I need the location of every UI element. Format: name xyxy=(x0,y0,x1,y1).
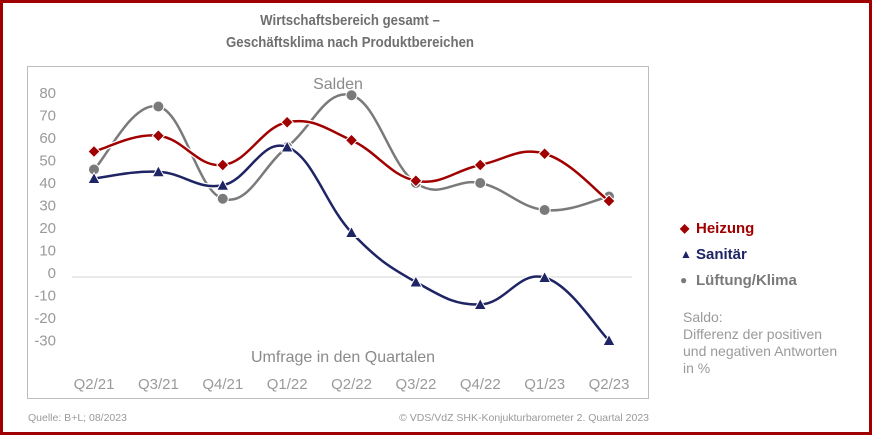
circle-marker-icon: ● xyxy=(680,273,688,287)
legend-item-sanitaer: ▲ Sanitär xyxy=(680,241,797,267)
y-tick-label: 10 xyxy=(39,243,56,260)
y-axis-ticks: 80 70 60 50 40 30 20 10 0 -10 -20 -30 xyxy=(34,85,56,350)
legend-label: Sanitär xyxy=(696,245,747,263)
data-point-triangle xyxy=(409,274,423,288)
x-tick-label: Q2/22 xyxy=(331,376,372,393)
data-point-diamond xyxy=(280,115,294,129)
series-line xyxy=(93,144,610,342)
data-point-diamond xyxy=(87,144,101,159)
legend: ◆ Heizung ▲ Sanitär ● Lüftung/Klima xyxy=(680,215,797,293)
data-point-triangle xyxy=(280,139,294,153)
y-tick-label: 40 xyxy=(39,175,56,192)
data-point-diamond xyxy=(409,174,423,188)
data-point-triangle xyxy=(537,270,552,283)
series-line xyxy=(93,93,610,212)
x-tick-label: Q3/21 xyxy=(138,376,179,393)
y-tick-label: 50 xyxy=(39,153,56,170)
diamond-marker-icon: ◆ xyxy=(680,221,690,235)
saldo-note: Saldo: Differenz der positiven und negat… xyxy=(683,309,863,377)
data-point-triangle xyxy=(473,297,488,310)
data-point-diamond xyxy=(602,194,616,208)
data-point-diamond xyxy=(151,129,166,143)
y-tick-label: -20 xyxy=(34,310,56,327)
data-point-triangle xyxy=(602,333,616,346)
legend-label: Lüftung/Klima xyxy=(696,271,797,289)
y-tick-label: 0 xyxy=(48,265,56,282)
chart-title-line2: Geschäftsklima nach Produktbereichen xyxy=(226,34,474,51)
y-tick-label: 80 xyxy=(39,85,56,102)
x-tick-label: Q2/21 xyxy=(74,376,115,393)
y-tick-label: 60 xyxy=(39,130,56,147)
series-sanit-r xyxy=(87,139,616,346)
triangle-marker-icon: ▲ xyxy=(680,247,692,261)
series-line-halo xyxy=(93,118,611,204)
data-point-diamond xyxy=(344,133,359,147)
y-tick-label: 70 xyxy=(39,108,56,125)
data-point-circle xyxy=(474,177,487,189)
note-line: Differenz der positiven xyxy=(683,326,823,342)
note-line: in % xyxy=(683,360,711,376)
chart-title-line1: Wirtschaftsbereich gesamt – xyxy=(260,12,440,29)
x-axis-ticks: Q2/21 Q3/21 Q4/21 Q1/22 Q2/22 Q3/22 Q4/22 Q1/23… xyxy=(74,376,630,393)
x-tick-label: Q1/23 xyxy=(524,376,565,393)
x-axis-label: Umfrage in den Quartalen xyxy=(251,349,435,366)
data-point-circle xyxy=(345,89,358,102)
data-point-diamond xyxy=(216,158,230,172)
note-line: und negativen Antworten xyxy=(683,343,838,359)
y-tick-label: 20 xyxy=(39,220,56,237)
data-point-circle xyxy=(152,100,165,113)
copyright-text: © VDS/VdZ SHK-Konjukturbarometer 2. Quar… xyxy=(399,412,649,424)
data-point-triangle xyxy=(215,178,230,191)
plot-area xyxy=(27,66,649,399)
y-tick-label: 30 xyxy=(39,198,56,215)
data-point-circle xyxy=(216,192,229,205)
x-tick-label: Q4/22 xyxy=(460,376,501,393)
legend-item-heizung: ◆ Heizung xyxy=(680,215,797,241)
data-point-triangle xyxy=(344,225,359,238)
series-heizung xyxy=(87,115,616,208)
y-tick-label: -30 xyxy=(34,333,56,350)
series-line xyxy=(93,119,610,203)
x-tick-label: Q2/23 xyxy=(589,376,630,393)
x-tick-label: Q4/21 xyxy=(202,376,243,393)
data-point-diamond xyxy=(537,147,552,161)
x-tick-label: Q1/22 xyxy=(267,376,308,393)
series-l-ftung-klima xyxy=(88,89,615,216)
y-tick-label: -10 xyxy=(34,288,56,305)
chart-subtitle: Salden xyxy=(313,76,363,93)
series-layer xyxy=(87,89,616,346)
legend-label: Heizung xyxy=(696,219,755,237)
note-line: Saldo: xyxy=(683,309,723,325)
x-tick-label: Q3/22 xyxy=(395,376,436,393)
chart-title: Wirtschaftsbereich gesamt – Geschäftskli… xyxy=(42,10,658,54)
data-point-triangle xyxy=(87,171,101,184)
data-point-triangle xyxy=(151,164,166,178)
source-text: Quelle: B+L; 08/2023 xyxy=(28,412,127,424)
data-point-diamond xyxy=(473,158,487,172)
data-point-circle xyxy=(538,204,551,216)
legend-item-lueftung-klima: ● Lüftung/Klima xyxy=(680,267,797,293)
